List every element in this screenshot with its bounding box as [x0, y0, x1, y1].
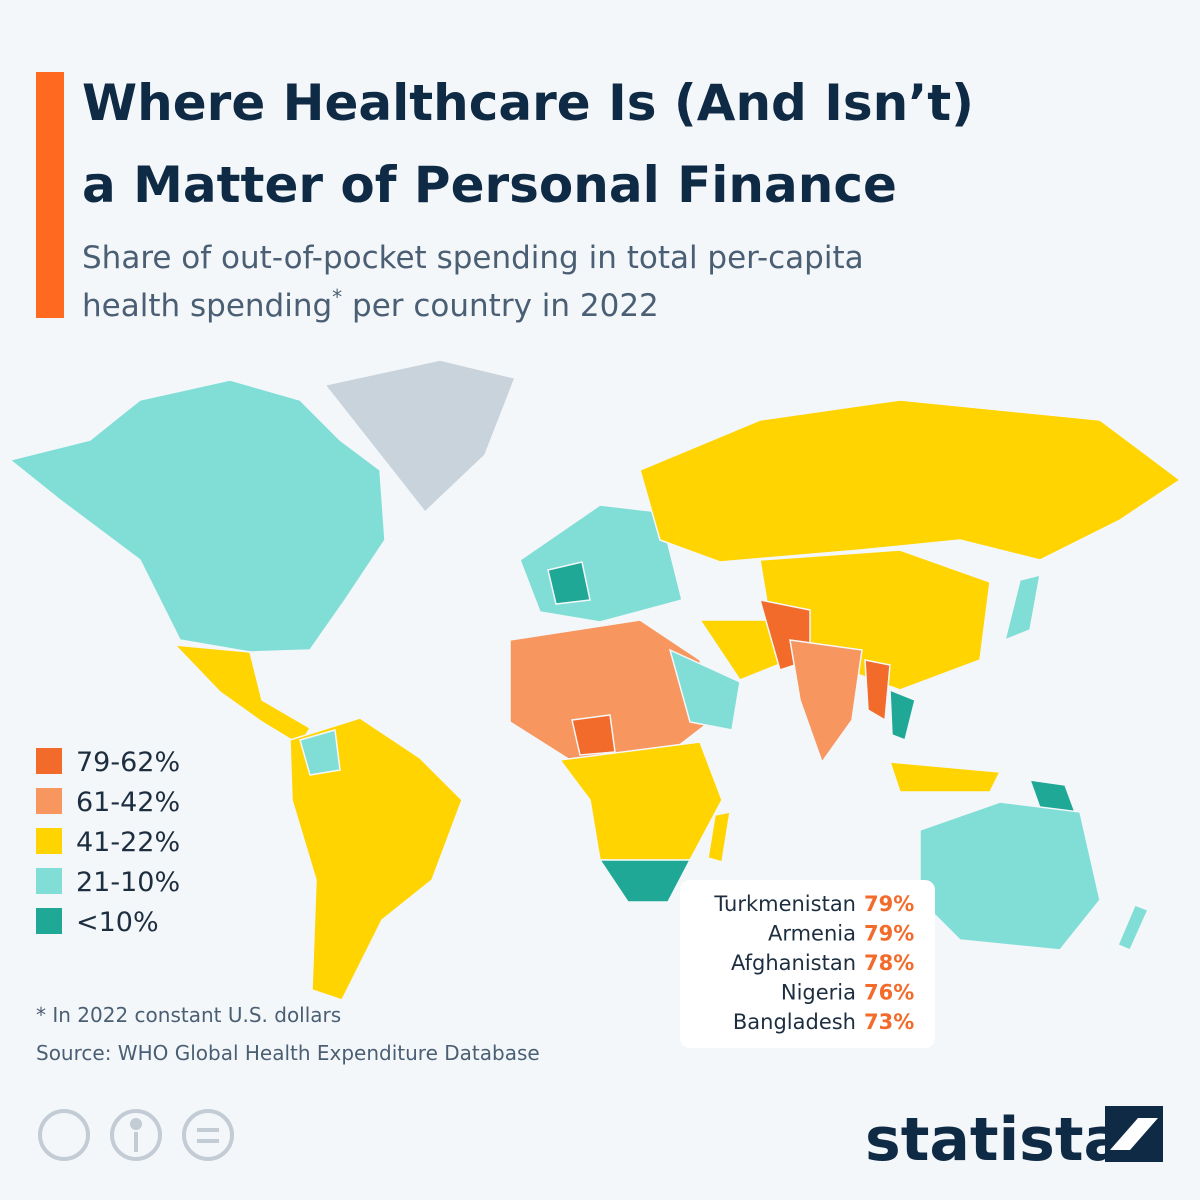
arabia	[668, 648, 741, 731]
footnote-mark: *	[332, 285, 342, 309]
nigeria	[571, 714, 616, 756]
top-countries-list: Turkmenistan 79% Armenia 79% Afghanistan 78% N…	[713, 892, 914, 1034]
country-name: Bangladesh	[733, 1010, 856, 1034]
by-head	[130, 1118, 142, 1130]
russia	[639, 399, 1182, 563]
title-line: a Matter of Personal Finance	[82, 156, 897, 214]
top-countries-box	[680, 880, 935, 1048]
source: Source: WHO Global Health Expenditure Da…	[36, 1041, 540, 1065]
country-name: Turkmenistan	[713, 892, 856, 916]
accent-bar	[36, 72, 64, 318]
india	[789, 639, 863, 764]
subtitle-part: per country in 2022	[342, 288, 659, 324]
legend-label: 79-62%	[76, 747, 180, 778]
brand-logo-mark	[1110, 1118, 1158, 1150]
footnote: * In 2022 constant U.S. dollars	[36, 1003, 341, 1027]
japan	[1003, 573, 1041, 642]
country-name: Afghanistan	[731, 951, 856, 975]
south-america	[289, 717, 463, 1001]
legend-label: 21-10%	[76, 867, 180, 898]
country-value: 76%	[864, 981, 914, 1005]
cc-icon	[38, 1109, 90, 1161]
country-value: 79%	[864, 922, 914, 946]
australia	[919, 801, 1101, 951]
country-value: 79%	[864, 892, 914, 916]
southern-africa	[598, 859, 692, 903]
brand-logo	[1105, 1106, 1163, 1162]
indonesia	[888, 761, 1002, 793]
thailand	[889, 688, 916, 742]
country-name: Nigeria	[781, 981, 856, 1005]
subtitle: health spending* per country in 2022	[82, 285, 659, 324]
title-line: Where Healthcare Is (And Isn’t)	[82, 74, 974, 132]
country-value: 73%	[864, 1010, 914, 1034]
legend-swatch	[36, 868, 62, 894]
legend-label: 41-22%	[76, 827, 180, 858]
legend-label: <10%	[76, 907, 159, 938]
country-name: Armenia	[768, 922, 856, 946]
by-icon	[110, 1109, 162, 1161]
world-map	[8, 359, 1182, 1001]
legend: 79-62% 61-42% 41-22% 21-10% <10%	[36, 747, 180, 938]
myanmar	[864, 659, 891, 722]
greenland	[323, 359, 517, 514]
legend-swatch	[36, 908, 62, 934]
colombia	[299, 729, 341, 776]
subtitle: Share of out-of-pocket spending in total…	[82, 240, 864, 276]
subtitle-part: health spending	[82, 288, 332, 324]
madagascar	[707, 811, 731, 863]
country-value: 78%	[864, 951, 914, 975]
brand-name: statista	[865, 1105, 1124, 1175]
new-zealand	[1117, 904, 1150, 951]
legend-swatch	[36, 788, 62, 814]
north-america	[8, 379, 386, 653]
north-africa	[509, 619, 713, 761]
nd-icon	[182, 1109, 234, 1161]
legend-label: 61-42%	[76, 787, 180, 818]
legend-swatch	[36, 828, 62, 854]
license-icons	[38, 1109, 234, 1161]
france	[547, 561, 591, 605]
legend-swatch	[36, 748, 62, 774]
